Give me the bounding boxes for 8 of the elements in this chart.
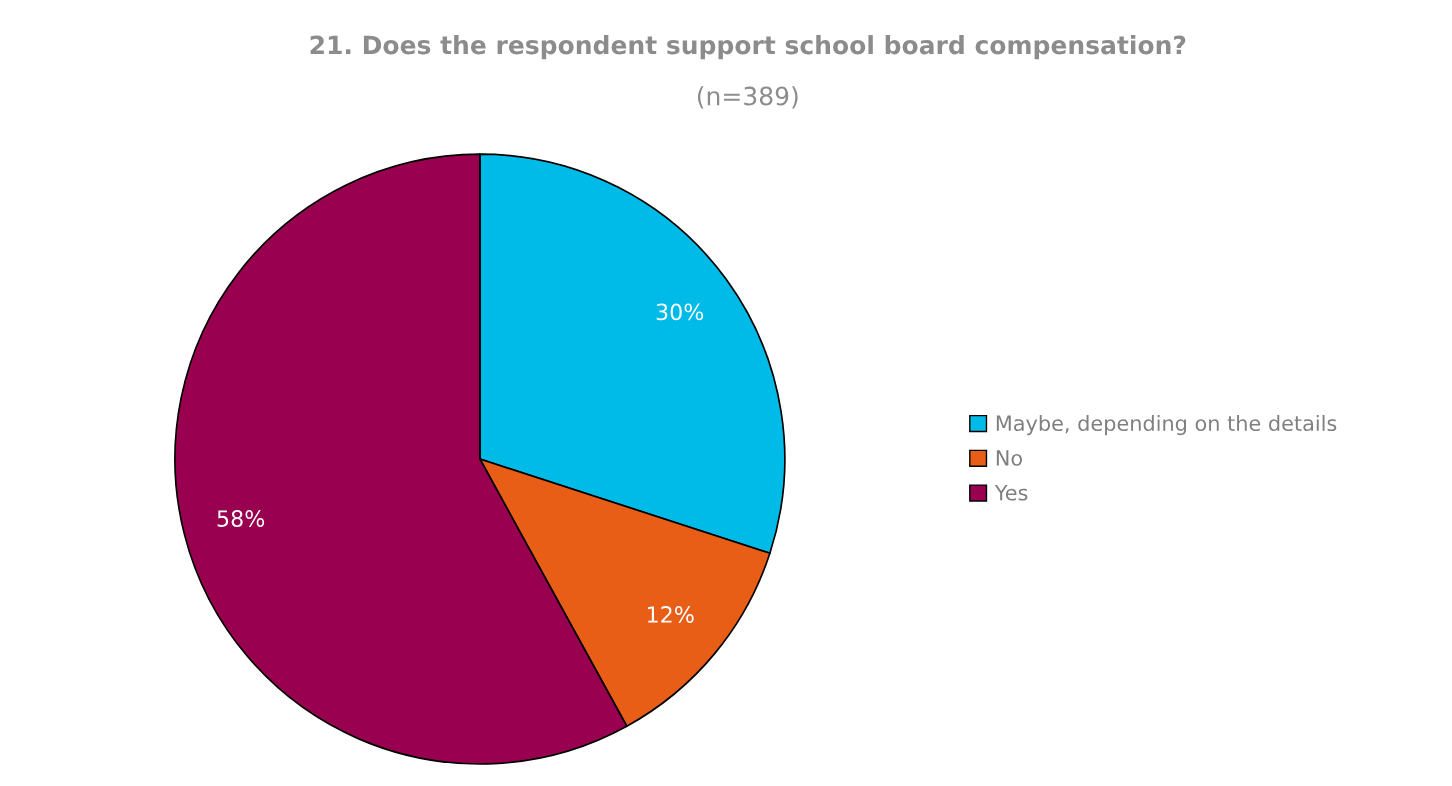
chart-subtitle: (n=389) <box>697 86 798 109</box>
data-label: 12% <box>647 606 694 623</box>
legend-label: No <box>996 450 1022 466</box>
chart-title: 21. Does the respondent support school board compensation? <box>310 35 1186 60</box>
data-label: 58% <box>217 510 265 527</box>
data-label: 30% <box>656 303 704 321</box>
legend-label: Maybe, depending on the details <box>996 414 1337 436</box>
legend-label: Yes <box>994 485 1028 501</box>
